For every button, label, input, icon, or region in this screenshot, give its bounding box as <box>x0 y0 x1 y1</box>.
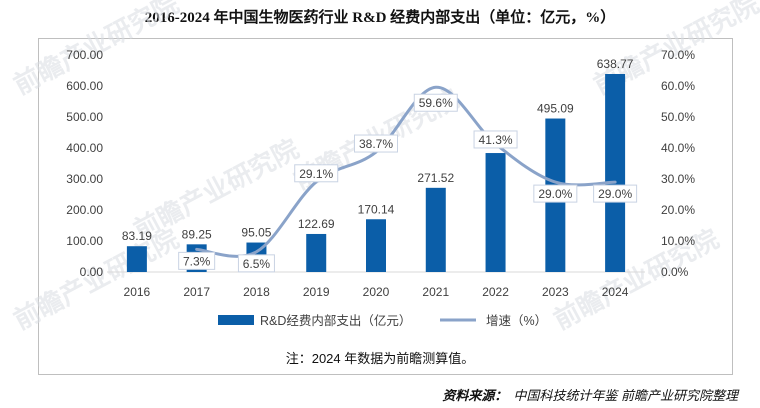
x-tick-label: 2020 <box>363 285 390 299</box>
bar-value-label: 170.14 <box>358 202 395 216</box>
y-left-tick-label: 0.00 <box>80 265 104 279</box>
source-line: 资料来源： 中国科技统计年鉴 前瞻产业研究院整理 <box>442 385 738 404</box>
chart-note: 注：2024 年数据为前瞻测算值。 <box>286 351 475 366</box>
y-right-tick-label: 10.0% <box>661 234 695 248</box>
growth-value-label: 29.0% <box>598 187 632 201</box>
y-right-tick-label: 50.0% <box>661 110 695 124</box>
bar-value-label: 638.77 <box>597 57 634 71</box>
y-right-tick-label: 70.0% <box>661 48 695 62</box>
y-left-tick-label: 700.00 <box>66 48 103 62</box>
bar-value-label: 83.19 <box>122 229 152 243</box>
y-right-tick-label: 0.0% <box>661 265 689 279</box>
bar <box>486 153 506 272</box>
y-left-tick-label: 300.00 <box>66 172 103 186</box>
bar <box>426 188 446 272</box>
x-tick-label: 2016 <box>124 285 151 299</box>
watermark-text: 前瞻产业研究院 <box>549 223 724 335</box>
watermark-text: 前瞻产业研究院 <box>129 133 304 245</box>
legend-line-label: 增速（%） <box>486 313 547 328</box>
y-left-tick-label: 100.00 <box>66 234 103 248</box>
bar-value-label: 122.69 <box>298 217 335 231</box>
bar <box>366 219 386 272</box>
growth-value-label: 38.7% <box>359 137 393 151</box>
growth-value-label: 29.1% <box>299 167 333 181</box>
bar <box>127 246 147 272</box>
growth-value-label: 7.3% <box>183 254 211 268</box>
growth-value-label: 29.0% <box>538 187 572 201</box>
bar-value-label: 271.52 <box>417 171 454 185</box>
x-tick-label: 2023 <box>542 285 569 299</box>
growth-value-label: 59.6% <box>419 96 453 110</box>
y-right-tick-label: 60.0% <box>661 79 695 93</box>
bar <box>306 234 326 272</box>
x-tick-label: 2022 <box>482 285 509 299</box>
bar-value-label: 89.25 <box>182 227 212 241</box>
source-text: 中国科技统计年鉴 前瞻产业研究院整理 <box>513 388 738 403</box>
x-tick-label: 2017 <box>183 285 210 299</box>
x-tick-label: 2024 <box>602 285 629 299</box>
growth-value-label: 41.3% <box>479 133 513 147</box>
y-right-tick-label: 20.0% <box>661 203 695 217</box>
growth-value-label: 6.5% <box>243 257 271 271</box>
source-label: 资料来源： <box>442 388 507 403</box>
x-tick-label: 2018 <box>243 285 270 299</box>
bar-value-label: 495.09 <box>537 102 574 116</box>
y-left-tick-label: 600.00 <box>66 79 103 93</box>
legend-bar-swatch <box>218 315 254 325</box>
y-left-tick-label: 200.00 <box>66 203 103 217</box>
bar-value-label: 95.05 <box>241 226 271 240</box>
x-tick-label: 2021 <box>422 285 449 299</box>
y-right-tick-label: 40.0% <box>661 141 695 155</box>
bar <box>605 74 625 272</box>
x-tick-label: 2019 <box>303 285 330 299</box>
y-right-tick-label: 30.0% <box>661 172 695 186</box>
y-left-tick-label: 400.00 <box>66 141 103 155</box>
legend-bar-label: R&D经费内部支出（亿元） <box>260 313 411 328</box>
y-left-tick-label: 500.00 <box>66 110 103 124</box>
